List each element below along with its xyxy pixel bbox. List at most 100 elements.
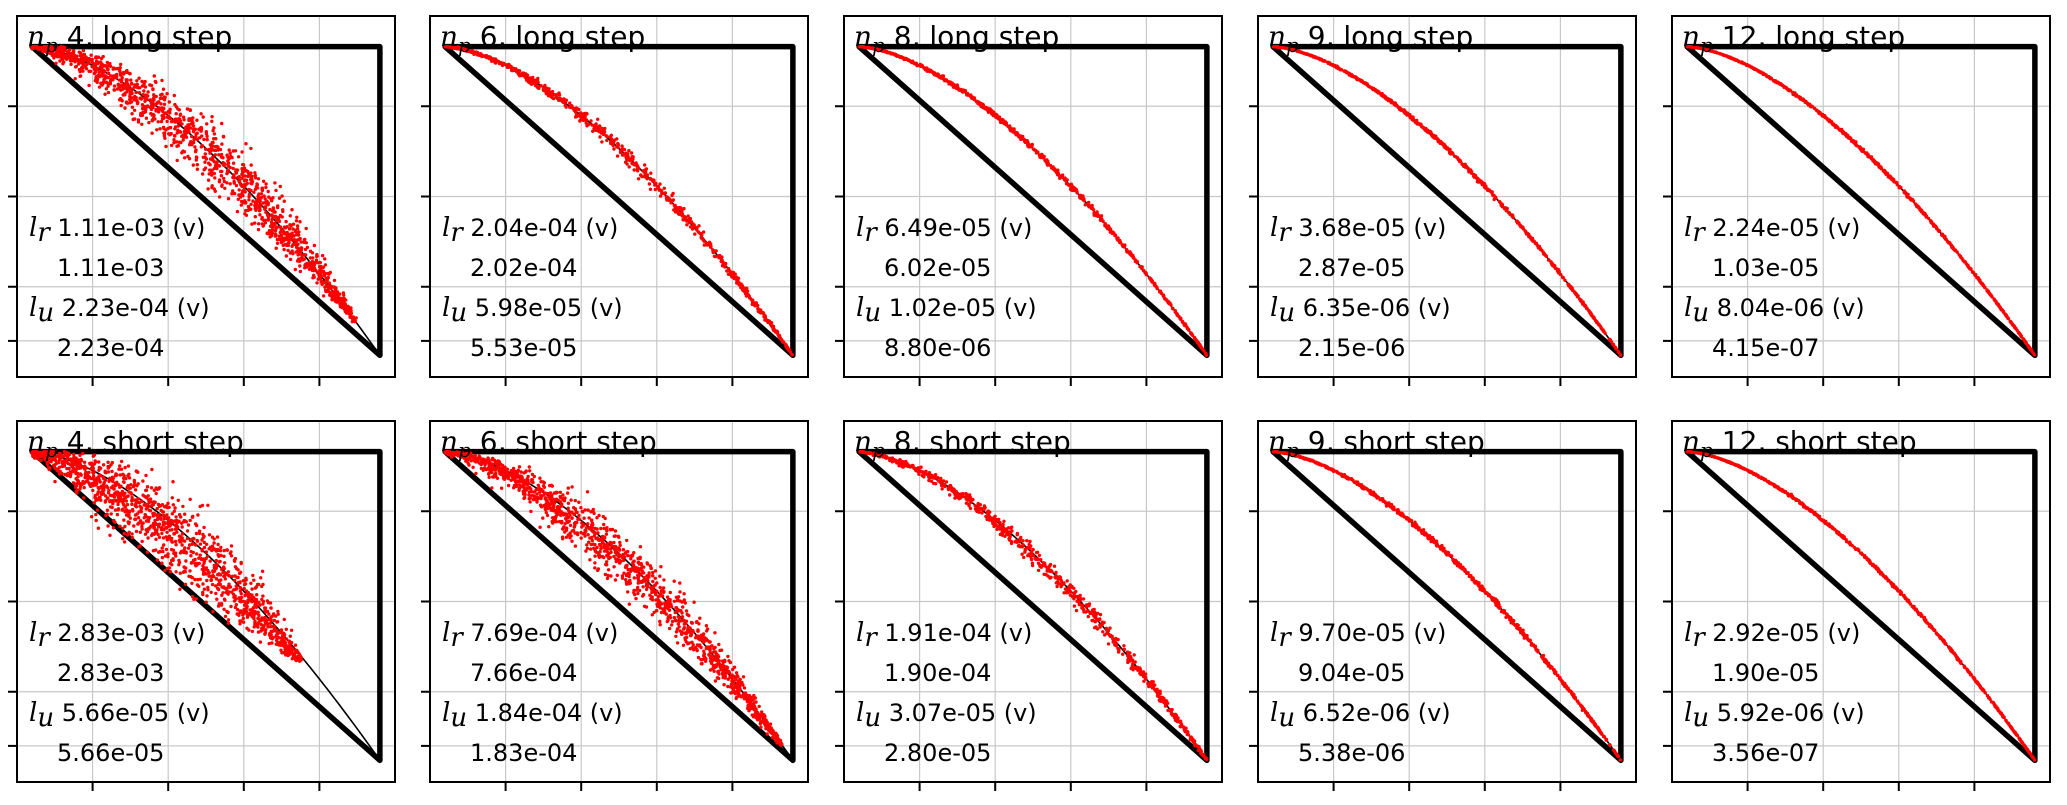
scatter-point <box>290 231 294 235</box>
scatter-point <box>1553 265 1557 269</box>
scatter-point <box>88 69 93 74</box>
scatter-point <box>1746 63 1751 68</box>
scatter-point <box>1567 284 1571 288</box>
scatter-point <box>660 191 664 195</box>
lu-v-value: lu 1.02e-05 (v) <box>856 293 1037 328</box>
scatter-point <box>147 120 151 125</box>
scatter-point <box>344 308 348 312</box>
scatter-point <box>1201 348 1205 352</box>
lr-value: 2.02e-04 <box>470 254 577 282</box>
scatter-point <box>326 271 330 276</box>
panel-title-text: 9, long step <box>1299 20 1473 53</box>
scatter-point <box>615 154 620 158</box>
lu-subscript: u <box>1278 298 1295 328</box>
scatter-point <box>590 123 594 127</box>
scatter-point <box>529 79 533 83</box>
scatter-point <box>121 72 126 76</box>
scatter-point <box>564 105 568 109</box>
scatter-point <box>278 230 282 235</box>
lr-symbol: l <box>29 213 37 243</box>
scatter-point <box>1408 114 1413 119</box>
lu-symbol: l <box>442 293 450 323</box>
scatter-point <box>226 197 231 201</box>
scatter-point <box>279 237 284 241</box>
scatter-point <box>235 168 240 172</box>
scatter-point <box>42 45 46 49</box>
scatter-point <box>205 578 209 583</box>
scatter-point <box>136 120 141 124</box>
scatter-point <box>1583 304 1587 308</box>
scatter-point <box>226 570 230 574</box>
scatter-point <box>299 240 303 244</box>
scatter-point <box>69 62 73 66</box>
scatter-point <box>604 134 608 138</box>
scatter-point <box>103 92 107 96</box>
scatter-point <box>652 178 656 183</box>
scatter-point <box>1415 118 1419 123</box>
scatter-point <box>172 141 176 145</box>
scatter-point <box>150 119 154 123</box>
panel-title: np 9, long step <box>1268 20 1473 57</box>
scatter-point <box>139 96 144 101</box>
scatter-point <box>122 540 127 544</box>
scatter-point <box>673 203 677 208</box>
scatter-point <box>636 177 641 181</box>
scatter-point <box>144 116 149 120</box>
scatter-point <box>218 147 223 152</box>
scatter-point <box>2024 340 2028 345</box>
lr-v-text: 2.24e-05 (v) <box>1705 214 1861 242</box>
scatter-point <box>126 464 131 468</box>
scatter-point <box>210 185 214 190</box>
scatter-point <box>130 82 134 86</box>
scatter-point <box>270 233 274 238</box>
scatter-point <box>1434 134 1438 138</box>
scatter-point <box>156 108 160 112</box>
scatter-point <box>184 135 189 139</box>
scatter-point <box>138 544 142 548</box>
scatter-point <box>497 60 501 64</box>
lr-symbol: l <box>1684 213 1692 243</box>
scatter-point <box>169 119 174 124</box>
scatter-point <box>241 163 246 167</box>
scatter-point <box>1361 81 1366 85</box>
scatter-point <box>97 85 102 89</box>
scatter-point <box>1458 159 1462 164</box>
scatter-point <box>316 277 320 281</box>
scatter-point <box>240 192 244 196</box>
scatter-point <box>338 305 343 309</box>
scatter-point <box>140 122 144 127</box>
scatter-point <box>1070 184 1074 188</box>
scatter-point <box>87 61 91 65</box>
lu-symbol: l <box>856 293 864 323</box>
scatter-point <box>243 178 247 182</box>
scatter-point <box>269 224 273 228</box>
scatter-point <box>58 59 62 63</box>
scatter-point <box>202 525 206 530</box>
scatter-point <box>241 174 245 178</box>
scatter-point <box>287 227 292 231</box>
scatter-point <box>1367 84 1371 89</box>
scatter-point <box>194 158 198 162</box>
scatter-point <box>240 150 244 154</box>
scatter-point <box>54 61 58 65</box>
scatter-point <box>662 186 666 190</box>
scatter-point <box>253 187 258 192</box>
scatter-point <box>195 118 199 122</box>
scatter-point <box>643 168 647 173</box>
scatter-point <box>123 91 127 95</box>
scatter-point <box>291 227 295 231</box>
scatter-point <box>202 587 207 591</box>
scatter-point <box>210 115 214 119</box>
scatter-point <box>303 237 307 242</box>
scatter-point <box>149 101 153 105</box>
scatter-point <box>2010 322 2015 327</box>
scatter-point <box>1834 125 1839 129</box>
scatter-point <box>295 215 299 219</box>
scatter-point <box>1973 273 1977 277</box>
scatter-point <box>308 249 313 253</box>
scatter-point <box>1370 87 1375 91</box>
scatter-point <box>284 627 288 631</box>
scatter-point <box>940 74 945 78</box>
